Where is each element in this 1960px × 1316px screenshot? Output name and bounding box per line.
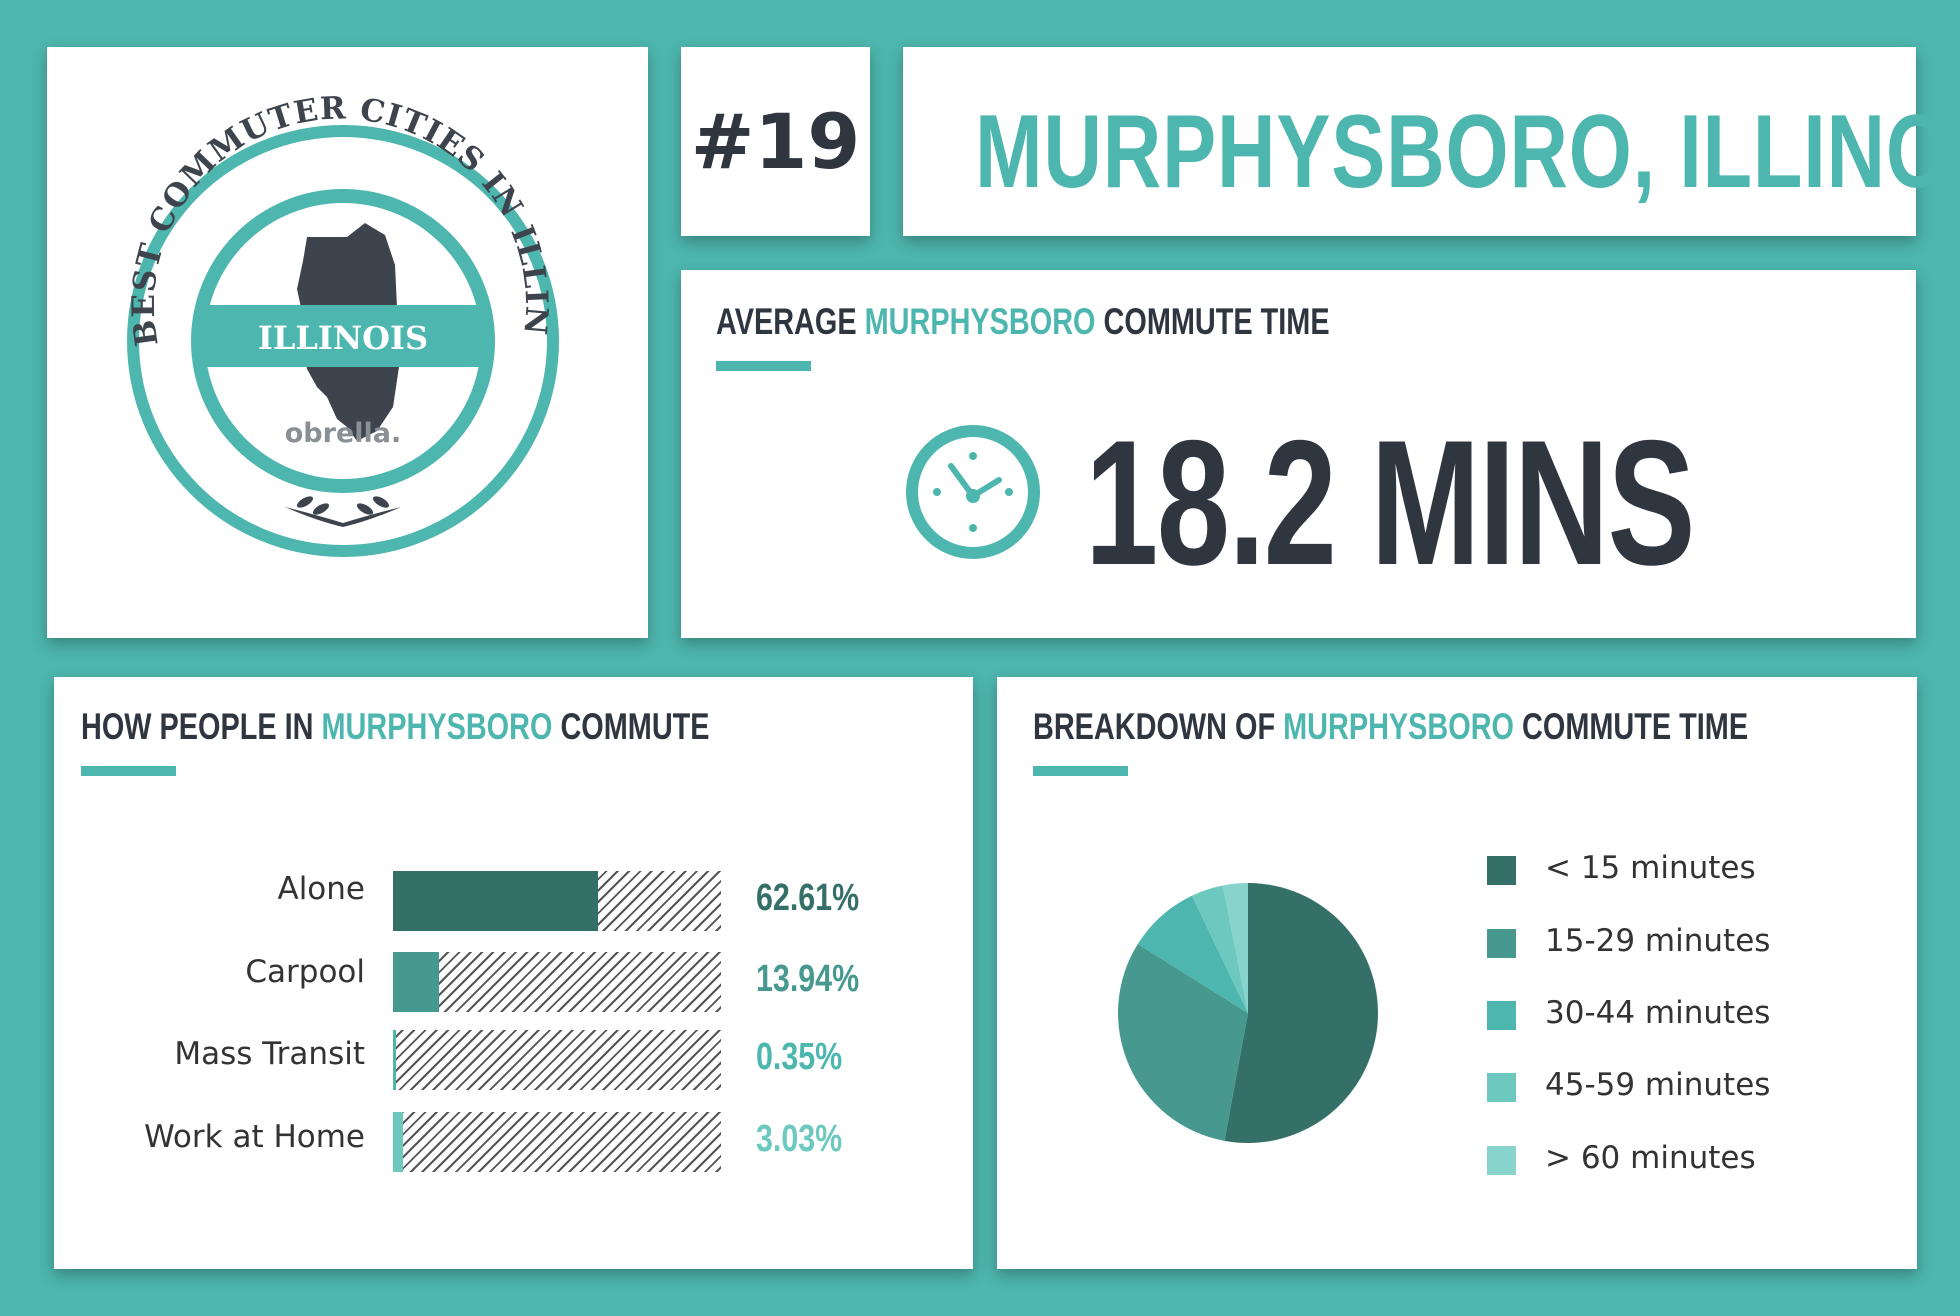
badge-ribbon-text: ILLINOIS	[258, 319, 428, 357]
breakdown-heading-post: COMMUTE TIME	[1514, 706, 1749, 747]
badge-seal: ILLINOIS obrella. 40 BEST COMMUTER CITIE…	[33, 19, 559, 557]
bar-value-label: 13.94%	[756, 958, 860, 1000]
bar-track	[393, 952, 721, 1012]
average-heading: AVERAGE MURPHYSBORO COMMUTE TIME	[716, 301, 1330, 343]
commute-breakdown-card: BREAKDOWN OF MURPHYSBORO COMMUTE TIME < …	[997, 677, 1917, 1269]
average-commute-card: AVERAGE MURPHYSBORO COMMUTE TIME 18.2 MI…	[681, 270, 1916, 638]
legend-swatch	[1487, 1001, 1516, 1030]
average-heading-city: MURPHYSBORO	[864, 301, 1096, 342]
rank-card: #19	[681, 47, 870, 236]
breakdown-heading-city: MURPHYSBORO	[1283, 706, 1515, 747]
modes-heading-pre: HOW PEOPLE IN	[81, 706, 322, 747]
bar-fill	[393, 952, 439, 1012]
pie-slice	[1224, 883, 1378, 1143]
bar-track	[393, 1112, 721, 1172]
legend-label: < 15 minutes	[1545, 850, 1756, 886]
modes-heading: HOW PEOPLE IN MURPHYSBORO COMMUTE	[81, 706, 710, 748]
legend-swatch	[1487, 856, 1516, 885]
title-card: MURPHYSBORO, ILLINOIS	[903, 47, 1960, 236]
pie-slice	[1222, 883, 1248, 1013]
heading-underline	[81, 766, 176, 776]
bar-category-label: Mass Transit	[174, 1036, 365, 1072]
rank-number: #19	[690, 97, 861, 186]
badge-ribbon	[197, 305, 489, 367]
bar-track	[393, 1030, 721, 1090]
breakdown-heading-pre: BREAKDOWN OF	[1033, 706, 1284, 747]
bar-value-label: 3.03%	[756, 1118, 843, 1160]
average-commute-value: 18.2 MINS	[1085, 403, 1695, 602]
bar-category-label: Carpool	[245, 954, 365, 990]
pie-slice	[1118, 944, 1248, 1141]
legend-swatch	[1487, 929, 1516, 958]
heading-underline	[1033, 766, 1128, 776]
average-heading-post: COMMUTE TIME	[1095, 301, 1330, 342]
city-title: MURPHYSBORO, ILLINOIS	[975, 94, 1960, 210]
modes-heading-city: MURPHYSBORO	[321, 706, 553, 747]
heading-underline	[716, 361, 811, 371]
legend-label: 15-29 minutes	[1545, 923, 1771, 959]
commute-modes-card: HOW PEOPLE IN MURPHYSBORO COMMUTE Alone 6…	[54, 677, 973, 1269]
breakdown-heading: BREAKDOWN OF MURPHYSBORO COMMUTE TIME	[1033, 706, 1748, 748]
legend-label: 45-59 minutes	[1545, 1067, 1771, 1103]
bar-fill	[393, 1030, 396, 1090]
bar-track	[393, 871, 721, 931]
bar-fill	[393, 1112, 403, 1172]
bar-category-label: Work at Home	[144, 1119, 365, 1155]
clock-icon	[906, 425, 1040, 559]
modes-heading-post: COMMUTE	[552, 706, 710, 747]
bar-fill	[393, 871, 599, 931]
legend-label: > 60 minutes	[1545, 1140, 1756, 1176]
legend-label: 30-44 minutes	[1545, 995, 1771, 1031]
laurel-icon	[285, 496, 401, 527]
brand-logo-text: obrella.	[285, 418, 402, 449]
bar-category-label: Alone	[277, 871, 365, 907]
bar-value-label: 0.35%	[756, 1036, 843, 1078]
average-heading-pre: AVERAGE	[716, 301, 865, 342]
pie-slice	[1191, 885, 1248, 1013]
pie-slice	[1137, 895, 1248, 1013]
badge-card: ILLINOIS obrella. 40 BEST COMMUTER CITIE…	[33, 19, 648, 638]
commute-breakdown-pie	[1118, 883, 1378, 1143]
bar-value-label: 62.61%	[756, 877, 860, 919]
legend-swatch	[1487, 1146, 1516, 1175]
legend-swatch	[1487, 1073, 1516, 1102]
